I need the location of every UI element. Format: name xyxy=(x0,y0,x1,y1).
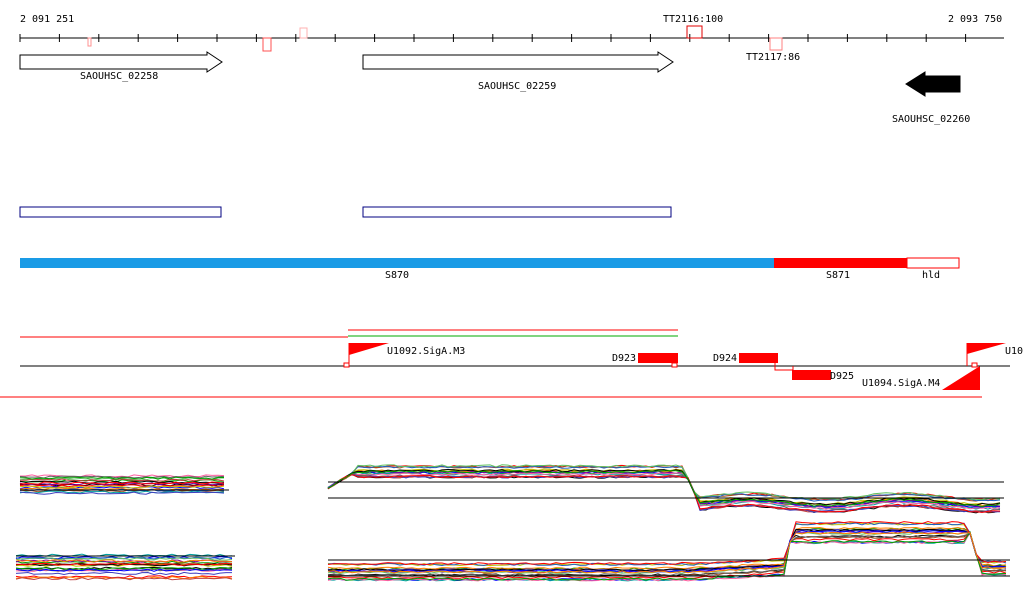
expression-line-top-left xyxy=(19,491,225,495)
expression-line-bottom-left xyxy=(15,566,233,570)
promoter-u1092-label: U1092.SigA.M3 xyxy=(387,346,465,357)
expression-line-bottom-left xyxy=(15,557,233,561)
promoter-u1092-flag[interactable] xyxy=(349,343,389,355)
expression-line-bottom-left xyxy=(15,562,233,566)
expression-line-top-left xyxy=(19,481,225,485)
expression-line-top-left xyxy=(19,474,225,478)
gene-arrow-02258[interactable] xyxy=(19,51,223,73)
terminator-tt2117-mark[interactable] xyxy=(769,37,783,51)
expression-line-bottom-right xyxy=(327,520,1007,566)
expression-line-top-left xyxy=(19,485,225,489)
promoter-u10-label: U10 xyxy=(1005,346,1023,357)
promoter-u1094-label: U1094.SigA.M4 xyxy=(862,378,940,389)
gene-track: SAOUHSC_02258 SAOUHSC_02259 SAOUHSC_0226… xyxy=(19,51,970,125)
annotation-box-1[interactable] xyxy=(19,206,222,218)
segment-hld-label: hld xyxy=(922,270,940,281)
expression-line-top-left xyxy=(19,475,225,479)
expression-line-top-right xyxy=(327,472,1001,510)
expression-line-bottom-right xyxy=(327,531,1007,574)
annotation-box-2[interactable] xyxy=(362,206,672,218)
expression-line-top-right xyxy=(327,474,1001,513)
ruler-start-label: 2 091 251 xyxy=(20,14,74,25)
downshift-d924-label: D924 xyxy=(713,353,737,364)
ruler-end-label: 2 093 750 xyxy=(948,14,1002,25)
expression-line-bottom-left xyxy=(15,568,233,572)
segment-hld[interactable] xyxy=(906,257,960,269)
gene-label-02259: SAOUHSC_02259 xyxy=(478,81,556,92)
gene-label-02260: SAOUHSC_02260 xyxy=(892,114,970,125)
expression-line-bottom-right xyxy=(327,530,1007,581)
expression-line-top-left xyxy=(19,478,225,482)
downshift-d925[interactable] xyxy=(792,370,831,380)
terminator-tt2117-label: TT2117:86 xyxy=(746,52,800,63)
expression-line-bottom-right xyxy=(327,526,1007,570)
promoter-u1094-flag[interactable] xyxy=(942,366,980,390)
segment-s870-label: S870 xyxy=(385,270,409,281)
segment-track: S870 S871 hld xyxy=(20,257,960,281)
gene-arrow-02259[interactable] xyxy=(362,51,674,73)
annotation-boxes xyxy=(19,206,672,218)
gene-label-02258: SAOUHSC_02258 xyxy=(80,71,158,82)
expression-line-top-right xyxy=(327,469,1001,508)
segment-s870[interactable] xyxy=(20,258,774,268)
expression-line-top-left xyxy=(19,484,225,488)
expression-line-bottom-left xyxy=(15,577,233,581)
terminator-tt2116-label: TT2116:100 xyxy=(663,14,723,25)
promoter-u10-flag[interactable] xyxy=(967,343,1006,354)
segment-s871-label: S871 xyxy=(826,270,850,281)
expression-line-top-right xyxy=(327,464,1001,501)
feature-track: U1092.SigA.M3 D923 D924 D925 U1094.SigA.… xyxy=(0,329,1023,398)
expression-line-top-left xyxy=(19,476,225,480)
expression-line-top-left xyxy=(19,483,225,487)
downshift-d923-label: D923 xyxy=(612,353,636,364)
expression-line-bottom-left xyxy=(15,571,232,576)
expression-line-bottom-right xyxy=(327,532,1007,577)
gene-arrow-02260[interactable] xyxy=(905,71,961,97)
segment-s871[interactable] xyxy=(774,258,907,268)
expression-line-bottom-left xyxy=(15,559,233,563)
downshift-d924[interactable] xyxy=(739,353,778,363)
expression-profiles xyxy=(15,464,1010,582)
terminator-marks: TT2116:100 TT2117:86 xyxy=(87,14,800,63)
downshift-d925-label: D925 xyxy=(830,371,854,382)
terminator-tt2116-mark[interactable] xyxy=(686,25,703,39)
downshift-d923[interactable] xyxy=(638,353,678,363)
expression-line-bottom-left xyxy=(15,559,233,563)
expression-line-top-right xyxy=(327,465,1001,502)
expression-line-bottom-left xyxy=(15,553,233,557)
expression-line-top-left xyxy=(19,490,224,494)
coordinate-ruler: 2 091 251 2 093 750 xyxy=(19,14,1004,42)
